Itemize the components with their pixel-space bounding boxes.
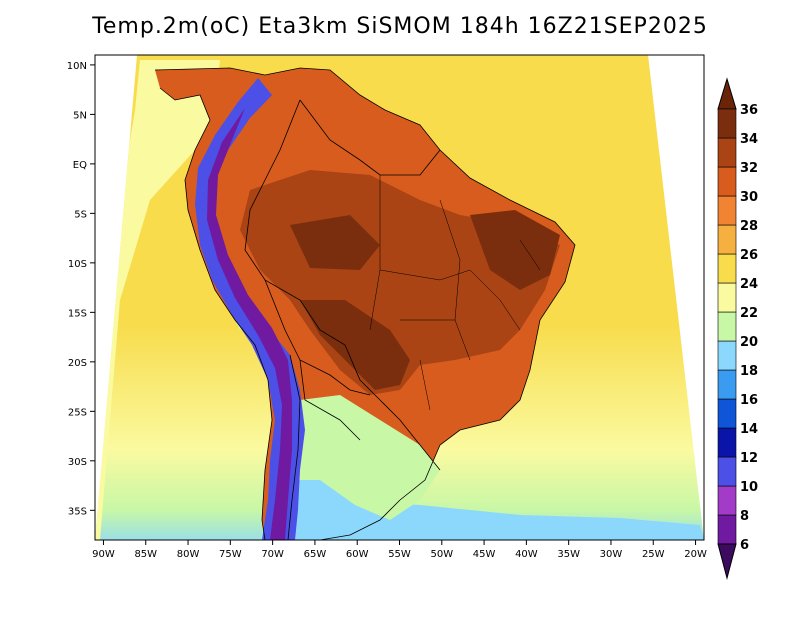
colorbar-label: 34 <box>740 132 758 147</box>
lon-tick-label: 90W <box>92 549 115 560</box>
colorbar-label: 30 <box>740 190 758 205</box>
colorbar-swatch <box>717 340 737 371</box>
colorbar-swatch <box>717 253 737 284</box>
colorbar-label: 10 <box>740 480 758 495</box>
lat-tick-label: 25S <box>68 407 87 418</box>
lon-tick-label: 40W <box>515 549 538 560</box>
colorbar-swatch <box>717 514 737 545</box>
map-title: Temp.2m(oC) Eta3km SiSMOM 184h 16Z21SEP2… <box>92 14 708 39</box>
longitude-axis: 90W 85W 80W 75W 70W 65W 60W 55W 50W 45W 40W 35W 30W 2… <box>92 540 707 560</box>
coastline <box>154 67 576 541</box>
colorbar-swatch <box>717 282 737 313</box>
colorbar-swatch <box>717 398 737 429</box>
argentina-chile-border <box>287 354 301 541</box>
lat-tick-label: EQ <box>73 160 87 171</box>
southern-ocean-cold <box>330 500 704 540</box>
colorbar-swatch <box>717 427 737 458</box>
country-borders <box>154 67 576 541</box>
lon-tick-label: 45W <box>473 549 496 560</box>
lon-tick-label: 60W <box>346 549 369 560</box>
lon-tick-label: 65W <box>304 549 327 560</box>
colorbar-label: 18 <box>740 364 758 379</box>
lon-tick-label: 20W <box>684 549 707 560</box>
colorbar-label: 14 <box>740 422 758 437</box>
lat-tick-label: 10S <box>68 259 87 270</box>
colorbar-swatch <box>717 311 737 342</box>
colorbar-label: 8 <box>740 509 749 524</box>
colorbar-swatch <box>717 166 737 197</box>
brazil-states <box>369 175 541 411</box>
lon-tick-label: 75W <box>219 549 242 560</box>
latitude-axis: 10N 5N EQ 5S 10S 15S 20S 25S 30S 35S <box>67 61 95 517</box>
bolivia-paraguay-border <box>264 279 371 441</box>
lat-tick-label: 15S <box>68 308 87 319</box>
colorbar-swatch <box>717 224 737 255</box>
andes-coldest-core <box>207 108 292 540</box>
colorbar-label: 26 <box>740 248 758 263</box>
colorbar-label: 6 <box>740 538 749 553</box>
colorbar-swatch <box>717 195 737 226</box>
colorbar-label: 28 <box>740 219 758 234</box>
lat-tick-label: 5N <box>73 110 87 121</box>
hot-core-mato-grosso <box>300 300 410 390</box>
hot-core-northeast <box>470 210 560 290</box>
colorbar-swatch <box>717 369 737 400</box>
lat-tick-label: 10N <box>67 61 87 72</box>
colorbar-label: 16 <box>740 393 758 408</box>
colorbar-label: 24 <box>740 277 758 292</box>
colorbar-swatch <box>717 108 737 139</box>
pacific-cool-band <box>95 60 220 540</box>
colorbar-label: 20 <box>740 335 758 350</box>
lon-tick-label: 35W <box>557 549 580 560</box>
lat-tick-label: 5S <box>74 209 87 220</box>
colorbar-label: 32 <box>740 161 758 176</box>
colorbar-below-arrow <box>717 543 737 580</box>
colorbar-swatch <box>717 137 737 168</box>
colorbar-label: 36 <box>740 103 758 118</box>
colorbar-label: 12 <box>740 451 758 466</box>
brazil-border <box>244 99 441 471</box>
colorbar-label: 22 <box>740 306 758 321</box>
hot-core-amazon <box>290 215 380 270</box>
lon-tick-label: 25W <box>642 549 665 560</box>
lon-tick-label: 50W <box>430 549 453 560</box>
lon-tick-label: 55W <box>388 549 411 560</box>
lat-tick-label: 20S <box>68 358 87 369</box>
lon-tick-label: 30W <box>600 549 623 560</box>
patagonia-cold-region <box>280 480 390 540</box>
lat-tick-label: 30S <box>68 457 87 468</box>
lat-tick-label: 35S <box>68 506 87 517</box>
colorbar-swatch <box>717 456 737 487</box>
lon-tick-label: 70W <box>261 549 284 560</box>
colorbar-above-arrow <box>717 77 737 110</box>
temperature-field <box>95 55 704 540</box>
colorbar-swatch <box>717 485 737 516</box>
colorbar: 6 8 10 12 14 16 18 20 22 24 26 28 30 32 34 36 <box>717 77 758 580</box>
lon-tick-label: 85W <box>134 549 157 560</box>
lon-tick-label: 80W <box>177 549 200 560</box>
